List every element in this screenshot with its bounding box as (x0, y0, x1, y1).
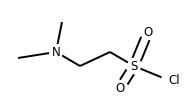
Text: N: N (52, 45, 60, 59)
Text: Cl: Cl (168, 73, 180, 86)
Text: O: O (115, 82, 125, 95)
Text: O: O (143, 26, 153, 38)
Text: S: S (130, 59, 138, 73)
